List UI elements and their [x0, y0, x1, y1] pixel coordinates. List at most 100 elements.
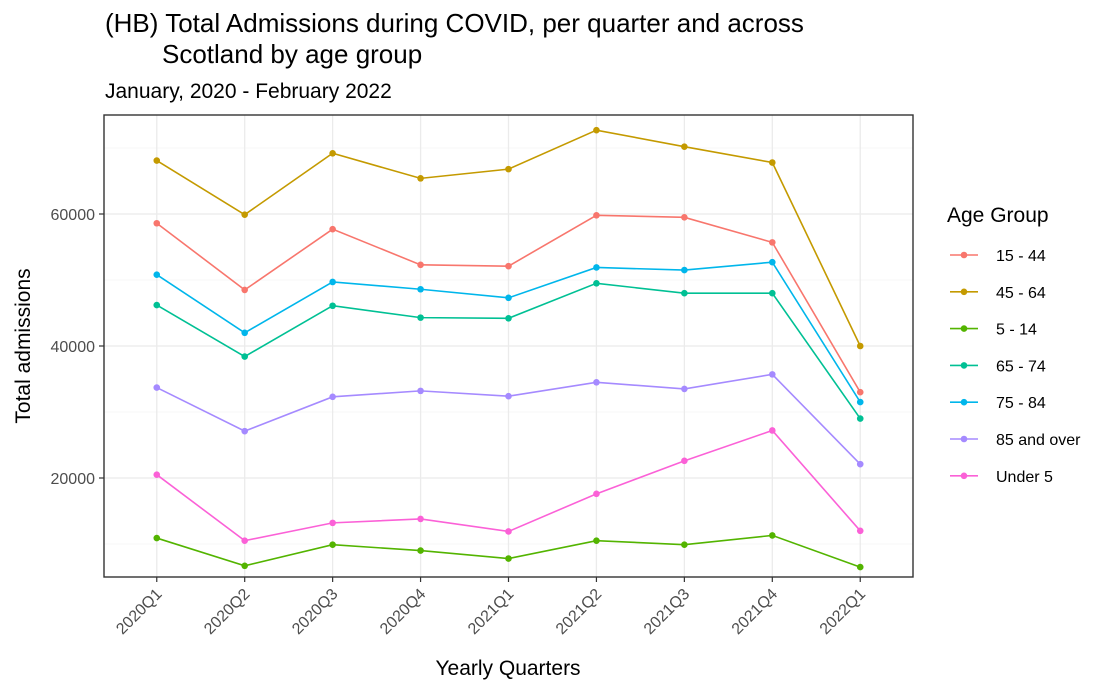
data-point	[417, 261, 424, 269]
legend-item: 5 - 14	[950, 322, 1037, 339]
x-axis: 2020Q1 2020Q2 2020Q3 2020Q4 2021Q1 2021Q2 2021…	[113, 577, 869, 638]
data-point	[241, 353, 248, 360]
y-tick-label: 60000	[51, 207, 96, 224]
legend-item: 85 and over	[950, 432, 1081, 449]
data-point	[593, 379, 600, 386]
legend-label: 15 - 44	[996, 248, 1046, 265]
series-1	[153, 126, 864, 350]
chart-title-line2: Scotland by age group	[162, 39, 422, 69]
data-point	[417, 515, 424, 523]
x-tick-label: 2020Q4	[377, 586, 429, 638]
data-point	[417, 285, 424, 293]
data-point	[241, 286, 248, 294]
data-point	[505, 314, 512, 322]
data-point	[856, 527, 864, 535]
plot-area	[103, 114, 914, 578]
data-point	[505, 528, 512, 535]
series-0	[153, 212, 864, 396]
data-point	[505, 294, 512, 302]
data-point	[769, 289, 776, 297]
legend-key-point	[960, 325, 968, 332]
data-point	[241, 329, 248, 337]
x-tick-label: 2021Q3	[641, 586, 693, 638]
data-point	[505, 165, 512, 173]
x-tick-label: 2021Q4	[729, 586, 781, 638]
legend-label: 5 - 14	[996, 322, 1037, 339]
data-point	[329, 541, 336, 548]
data-point	[505, 555, 512, 562]
data-point	[153, 471, 161, 479]
data-point	[593, 212, 600, 219]
data-point	[417, 175, 424, 182]
legend: Age Group 15 - 44 45 - 64 5 - 14 65 - 74 75 …	[947, 204, 1081, 486]
data-point	[856, 460, 864, 468]
data-point	[241, 537, 248, 544]
data-point	[681, 385, 688, 393]
data-point	[329, 393, 336, 401]
data-point	[241, 562, 248, 570]
data-point	[593, 490, 600, 498]
x-tick-label: 2021Q2	[553, 586, 605, 638]
x-tick-label: 2020Q3	[289, 586, 341, 638]
data-point	[153, 301, 161, 309]
series-layer	[153, 126, 864, 571]
data-point	[505, 392, 512, 400]
chart-title-line1: (HB) Total Admissions during COVID, per …	[105, 8, 804, 38]
legend-label: 45 - 64	[996, 285, 1046, 302]
legend-label: 85 and over	[996, 432, 1081, 449]
data-point	[681, 266, 688, 274]
data-point	[593, 126, 600, 134]
x-tick-label: 2020Q1	[113, 586, 165, 638]
data-point	[417, 314, 424, 321]
data-point	[856, 388, 864, 396]
data-point	[769, 159, 776, 166]
legend-item: 75 - 84	[950, 395, 1046, 412]
y-axis-title: Total admissions	[12, 268, 35, 423]
x-tick-label: 2022Q1	[817, 586, 869, 638]
legend-key-point	[960, 435, 968, 443]
legend-key-point	[960, 251, 968, 259]
legend-item: Under 5	[950, 469, 1053, 486]
data-point	[681, 143, 688, 150]
data-point	[417, 547, 424, 554]
y-tick-label: 40000	[51, 339, 96, 356]
data-point	[329, 519, 336, 527]
data-point	[681, 289, 688, 297]
legend-key-point	[960, 362, 968, 369]
data-point	[681, 214, 688, 221]
legend-key-point	[960, 398, 968, 406]
data-point	[681, 457, 688, 465]
data-point	[856, 563, 864, 571]
legend-item: 45 - 64	[950, 285, 1046, 302]
x-tick-label: 2020Q2	[201, 586, 253, 638]
data-point	[593, 280, 600, 287]
x-tick-label: 2021Q1	[465, 586, 517, 638]
data-point	[153, 271, 161, 279]
data-point	[769, 532, 776, 539]
legend-label: 65 - 74	[996, 358, 1046, 375]
data-point	[241, 211, 248, 218]
data-point	[769, 427, 776, 434]
series-4	[153, 258, 864, 406]
data-point	[329, 225, 336, 233]
data-point	[417, 387, 424, 395]
legend-label: Under 5	[996, 469, 1053, 486]
data-point	[329, 278, 336, 286]
series-3	[153, 280, 864, 422]
data-point	[153, 384, 161, 391]
legend-item: 65 - 74	[950, 358, 1046, 375]
data-point	[329, 149, 336, 157]
data-point	[856, 415, 864, 422]
gridlines	[104, 115, 913, 577]
legend-key-point	[960, 288, 968, 296]
data-point	[505, 262, 512, 270]
data-point	[681, 541, 688, 548]
data-point	[153, 157, 161, 164]
legend-title: Age Group	[947, 204, 1049, 227]
legend-key-point	[960, 472, 968, 480]
y-tick-label: 20000	[51, 471, 96, 488]
data-point	[241, 427, 248, 435]
data-point	[856, 398, 864, 406]
legend-label: 75 - 84	[996, 395, 1046, 412]
